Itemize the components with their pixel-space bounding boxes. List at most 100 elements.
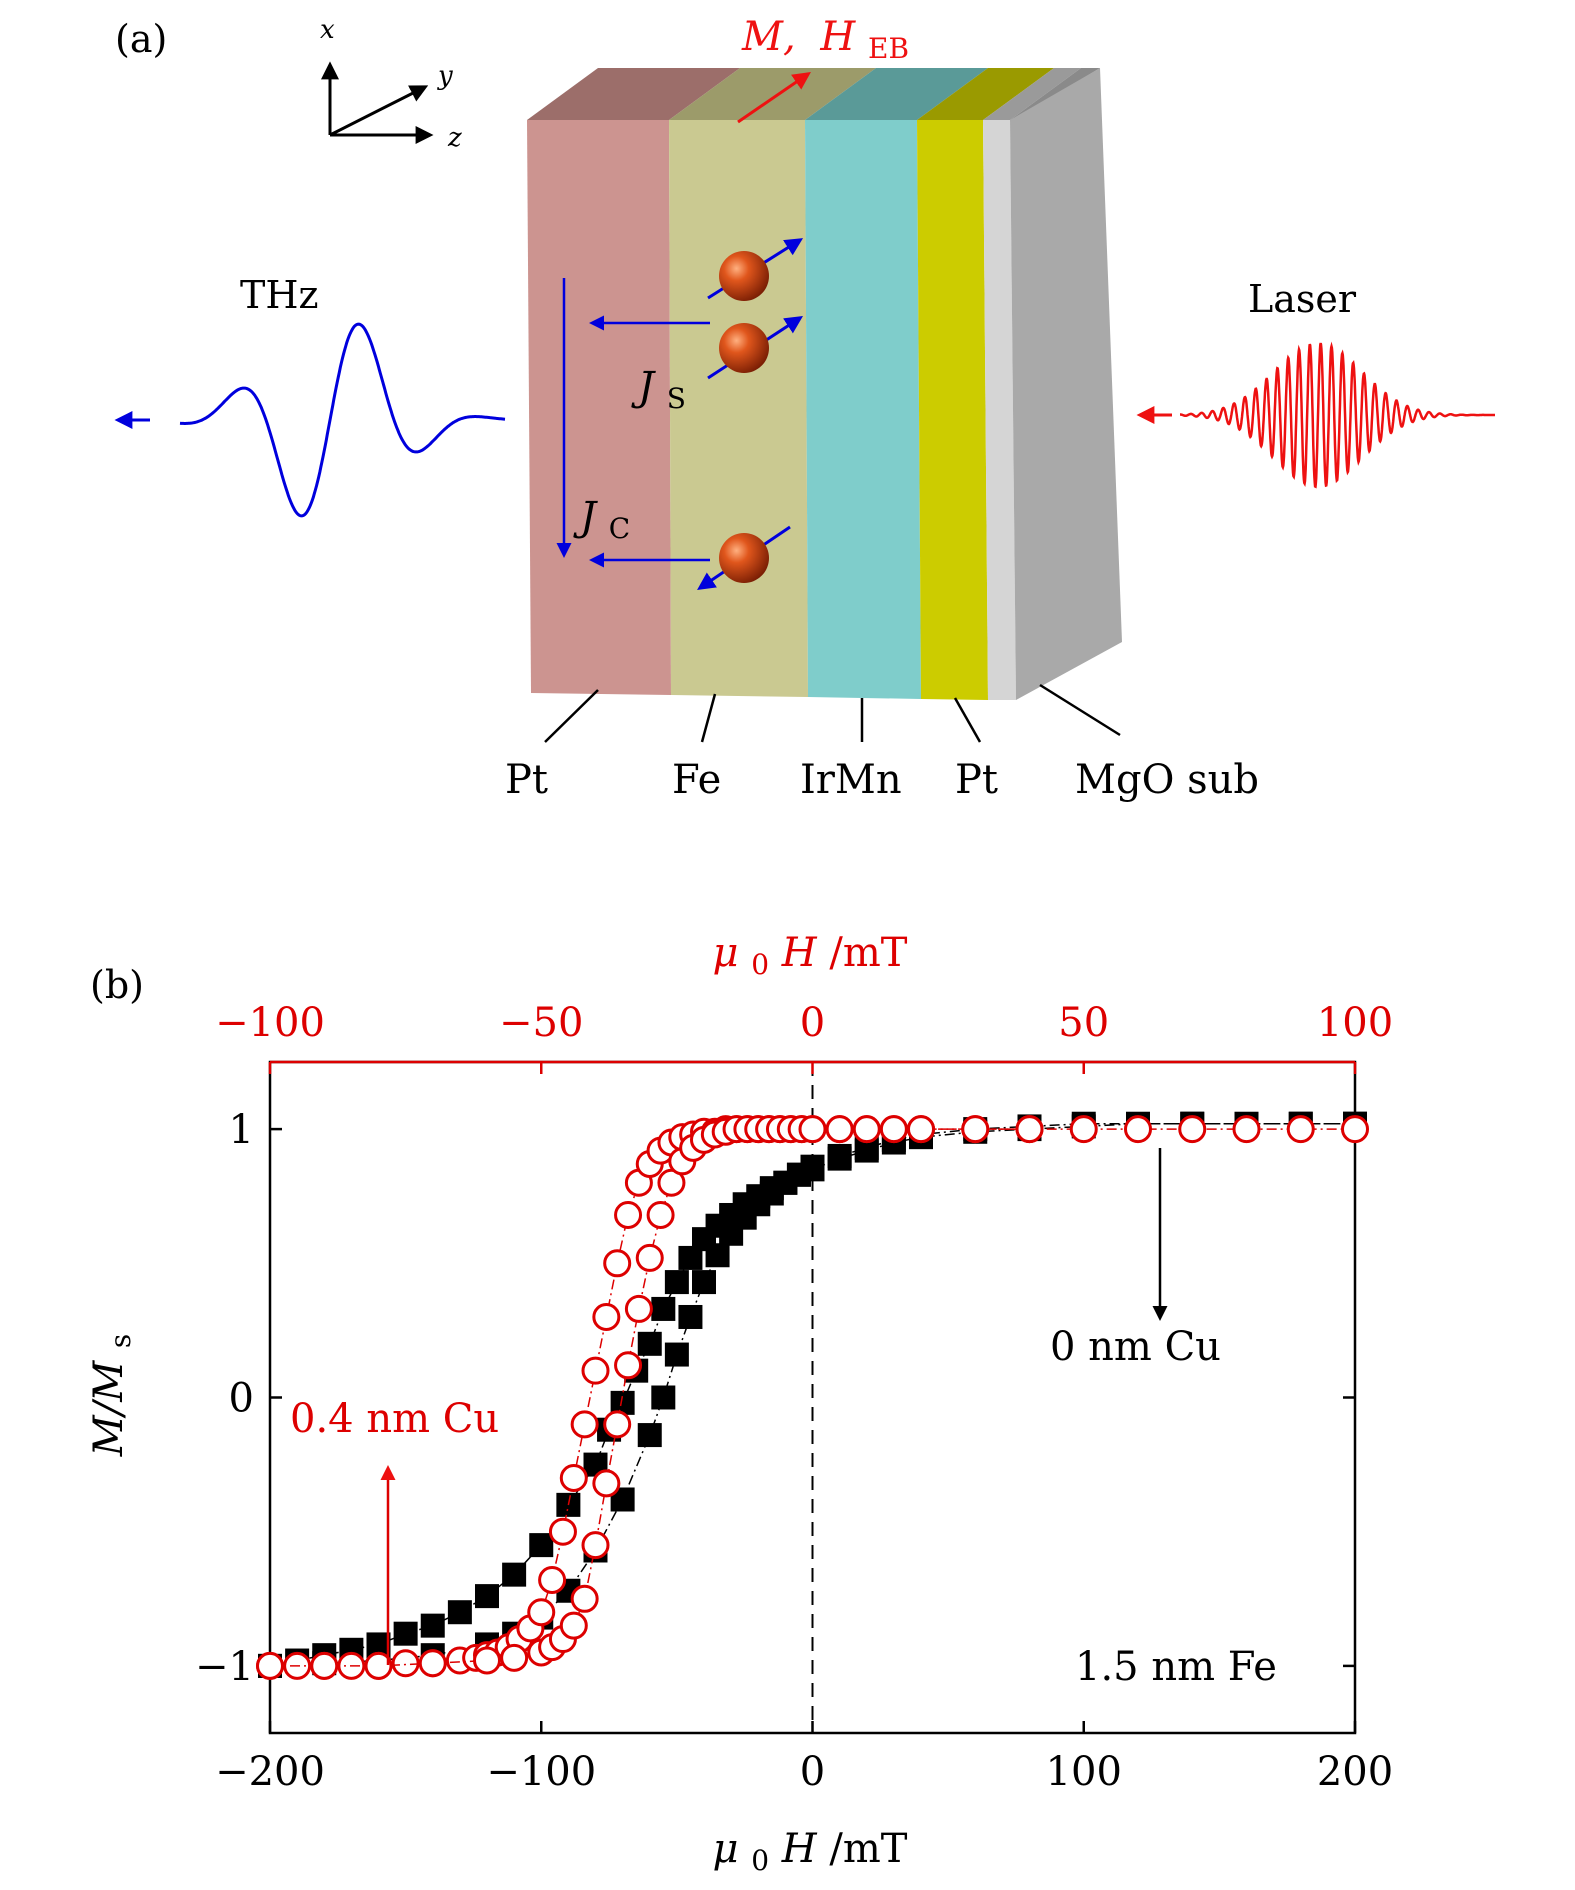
data-point-square bbox=[692, 1270, 716, 1295]
data-point-circle bbox=[1341, 1115, 1369, 1144]
data-point-square bbox=[651, 1296, 676, 1321]
data-point-square bbox=[678, 1304, 703, 1329]
top-axis-title-sub: 0 bbox=[751, 948, 769, 981]
top-axis-title-unit: /mT bbox=[829, 930, 907, 976]
layer-irmn-front bbox=[805, 120, 921, 699]
data-point-circle bbox=[1286, 1115, 1315, 1144]
data-point-circle bbox=[538, 1566, 567, 1595]
layer-mgo-thin bbox=[983, 120, 1016, 700]
data-point-square bbox=[529, 1533, 554, 1558]
layer-leaders bbox=[544, 683, 1121, 743]
data-point-circle bbox=[570, 1410, 599, 1439]
top-tick-label: −50 bbox=[499, 1000, 583, 1046]
data-point-square bbox=[420, 1613, 445, 1638]
data-point-circle bbox=[635, 1243, 664, 1272]
top-tick-label: 100 bbox=[1317, 1000, 1393, 1046]
layer-label-mgo: MgO sub bbox=[1075, 757, 1259, 803]
data-point-square bbox=[475, 1584, 499, 1609]
layer-labels: Pt Fe IrMn Pt MgO sub bbox=[505, 757, 1259, 803]
fe-thickness-annotation: 1.5 nm Fe bbox=[1075, 1644, 1277, 1690]
data-point-circle bbox=[961, 1115, 990, 1144]
data-point-circle bbox=[1015, 1115, 1044, 1144]
data-point-circle bbox=[581, 1356, 610, 1385]
data-point-square bbox=[651, 1385, 676, 1410]
y-axis-title-main: M/M bbox=[86, 1360, 132, 1457]
bottom-axis-title-unit: /mT bbox=[829, 1826, 907, 1872]
laser-waveform bbox=[1180, 341, 1495, 489]
data-point-circle bbox=[879, 1115, 908, 1144]
layer-stack bbox=[527, 68, 1122, 700]
data-point-circle bbox=[624, 1294, 653, 1323]
data-point-circle bbox=[852, 1115, 881, 1144]
magnetization-arrow bbox=[737, 71, 811, 124]
bottom-tick-label: −100 bbox=[486, 1749, 596, 1795]
panel-b: (b) μ 0 H /mT μ 0 H /mT M/M s −200 −100 0 1… bbox=[86, 930, 1393, 1880]
data-point-square bbox=[447, 1600, 472, 1625]
series-line-0-1 bbox=[269, 1122, 1355, 1667]
y-axis-title-sub: s bbox=[104, 1334, 137, 1348]
data-point-circle bbox=[570, 1584, 599, 1613]
panel-b-label: (b) bbox=[90, 963, 144, 1007]
data-point-circle bbox=[907, 1115, 935, 1144]
data-point-circle bbox=[646, 1200, 675, 1229]
top-axis-title-pre: μ bbox=[713, 930, 739, 976]
data-point-circle bbox=[614, 1200, 643, 1229]
bottom-tick-label: 100 bbox=[1046, 1749, 1122, 1795]
y-tick-label: 1 bbox=[229, 1107, 254, 1153]
data-point-circle bbox=[527, 1598, 556, 1627]
thz-label: THz bbox=[240, 273, 319, 317]
laser-label: Laser bbox=[1248, 277, 1357, 321]
top-tick-label: 50 bbox=[1058, 1000, 1109, 1046]
bottom-tick-label: 0 bbox=[800, 1749, 825, 1795]
data-point-square bbox=[502, 1562, 527, 1587]
data-point-circle bbox=[1178, 1115, 1207, 1144]
thz-waveform bbox=[179, 322, 506, 518]
data-point-circle bbox=[1069, 1115, 1098, 1144]
data-point-circle bbox=[391, 1649, 420, 1678]
bottom-axis-title: μ 0 H /mT bbox=[713, 1826, 908, 1880]
data-point-square bbox=[705, 1243, 730, 1268]
axis-x-label: x bbox=[320, 15, 335, 45]
jc-label-sub: C bbox=[609, 512, 630, 545]
bottom-tick-label: −200 bbox=[215, 1749, 325, 1795]
layer-mgo-side bbox=[1010, 68, 1122, 700]
data-point-circle bbox=[473, 1646, 501, 1675]
data-point-square bbox=[827, 1143, 852, 1168]
panel-a-label: (a) bbox=[115, 17, 167, 61]
electron-2 bbox=[707, 316, 804, 380]
bottom-axis-title-pre: μ bbox=[713, 1826, 739, 1872]
data-point-circle bbox=[559, 1611, 588, 1640]
axis-y-label: y bbox=[437, 61, 453, 91]
data-point-circle bbox=[614, 1351, 643, 1380]
data-point-square bbox=[664, 1342, 689, 1367]
y-axis-title: M/M s bbox=[86, 1334, 137, 1457]
y-tick-label: −1 bbox=[195, 1644, 254, 1690]
data-point-circle bbox=[418, 1649, 447, 1678]
bottom-axis-title-sub: 0 bbox=[751, 1844, 769, 1877]
data-point-square bbox=[393, 1621, 418, 1646]
data-point-circle bbox=[798, 1115, 827, 1144]
axis-z-label: z bbox=[447, 123, 462, 153]
data-point-circle bbox=[364, 1651, 393, 1680]
top-tick-label: 0 bbox=[800, 1000, 825, 1046]
magnetization-label: M, H EB bbox=[741, 14, 909, 65]
layer-label-irmn: IrMn bbox=[800, 757, 902, 803]
data-point-square bbox=[637, 1331, 662, 1356]
data-point-circle bbox=[310, 1651, 339, 1680]
data-point-square bbox=[664, 1270, 689, 1295]
data-point-circle bbox=[592, 1469, 621, 1498]
data-point-circle bbox=[657, 1168, 686, 1197]
electron-1 bbox=[707, 238, 804, 301]
current-arrows bbox=[556, 278, 710, 568]
data-point-circle bbox=[1124, 1115, 1152, 1144]
js-label-sub: S bbox=[667, 382, 686, 415]
data-point-circle bbox=[581, 1531, 610, 1560]
annotation-0nm-cu: 0 nm Cu bbox=[1050, 1324, 1221, 1370]
data-point-circle bbox=[603, 1410, 632, 1439]
top-axis-title-main: H bbox=[781, 930, 818, 976]
data-point-circle bbox=[603, 1249, 632, 1278]
y-tick-label: 0 bbox=[229, 1376, 254, 1422]
data-point-square bbox=[800, 1154, 825, 1179]
magnetization-h: H bbox=[819, 14, 856, 60]
